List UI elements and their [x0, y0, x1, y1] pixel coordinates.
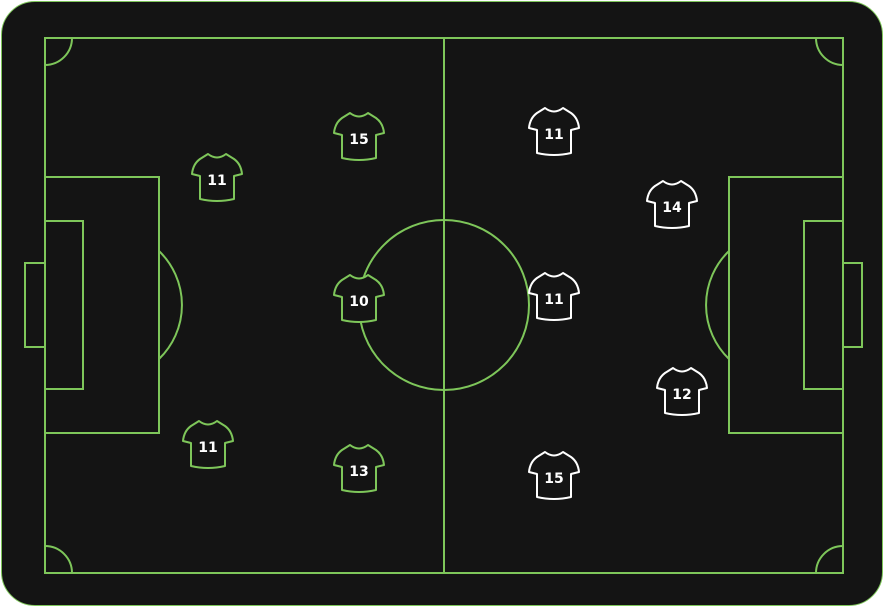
player-left-5[interactable]: 13: [333, 444, 385, 493]
jersey-icon: [333, 274, 385, 323]
shirt-number: 11: [198, 440, 217, 456]
pitch-markings: [24, 37, 863, 574]
player-right-2[interactable]: 14: [646, 180, 698, 229]
player-left-4[interactable]: 11: [182, 420, 234, 469]
jersey-icon: [528, 107, 580, 156]
jersey-icon: [528, 451, 580, 500]
right-goal-area: [803, 220, 844, 390]
jersey-icon: [333, 444, 385, 493]
right-penalty-arc: [705, 250, 730, 360]
jersey-icon: [528, 272, 580, 321]
left-goal: [24, 262, 46, 348]
jersey-icon: [182, 420, 234, 469]
shirt-number: 15: [349, 132, 368, 148]
jersey-icon: [191, 153, 243, 202]
corner-arc-bottom-right: [815, 545, 844, 574]
shirt-number: 10: [349, 294, 369, 310]
corner-arc-bottom-left: [44, 545, 73, 574]
shirt-number: 12: [672, 387, 691, 403]
player-left-2[interactable]: 15: [333, 112, 385, 161]
shirt-number: 11: [544, 292, 563, 308]
shirt-number: 14: [662, 200, 682, 216]
left-goal-area: [44, 220, 84, 390]
jersey-icon: [333, 112, 385, 161]
shirt-number: 13: [349, 464, 368, 480]
player-right-4[interactable]: 12: [656, 367, 708, 416]
player-right-3[interactable]: 11: [528, 272, 580, 321]
corner-arc-top-left: [44, 37, 73, 66]
shirt-number: 11: [544, 127, 563, 143]
left-penalty-arc: [158, 250, 183, 360]
player-right-5[interactable]: 15: [528, 451, 580, 500]
left-penalty-area: [44, 176, 160, 434]
shirt-number: 15: [544, 471, 563, 487]
corner-arc-top-right: [815, 37, 844, 66]
jersey-icon: [646, 180, 698, 229]
right-goal: [842, 262, 863, 348]
player-right-1[interactable]: 11: [528, 107, 580, 156]
right-penalty-area: [728, 176, 844, 434]
player-left-1[interactable]: 11: [191, 153, 243, 202]
jersey-icon: [656, 367, 708, 416]
player-left-3[interactable]: 10: [333, 274, 385, 323]
shirt-number: 11: [207, 173, 226, 189]
players-layer: 11 15 10 11 13 11 14 11 12 15: [182, 107, 708, 500]
